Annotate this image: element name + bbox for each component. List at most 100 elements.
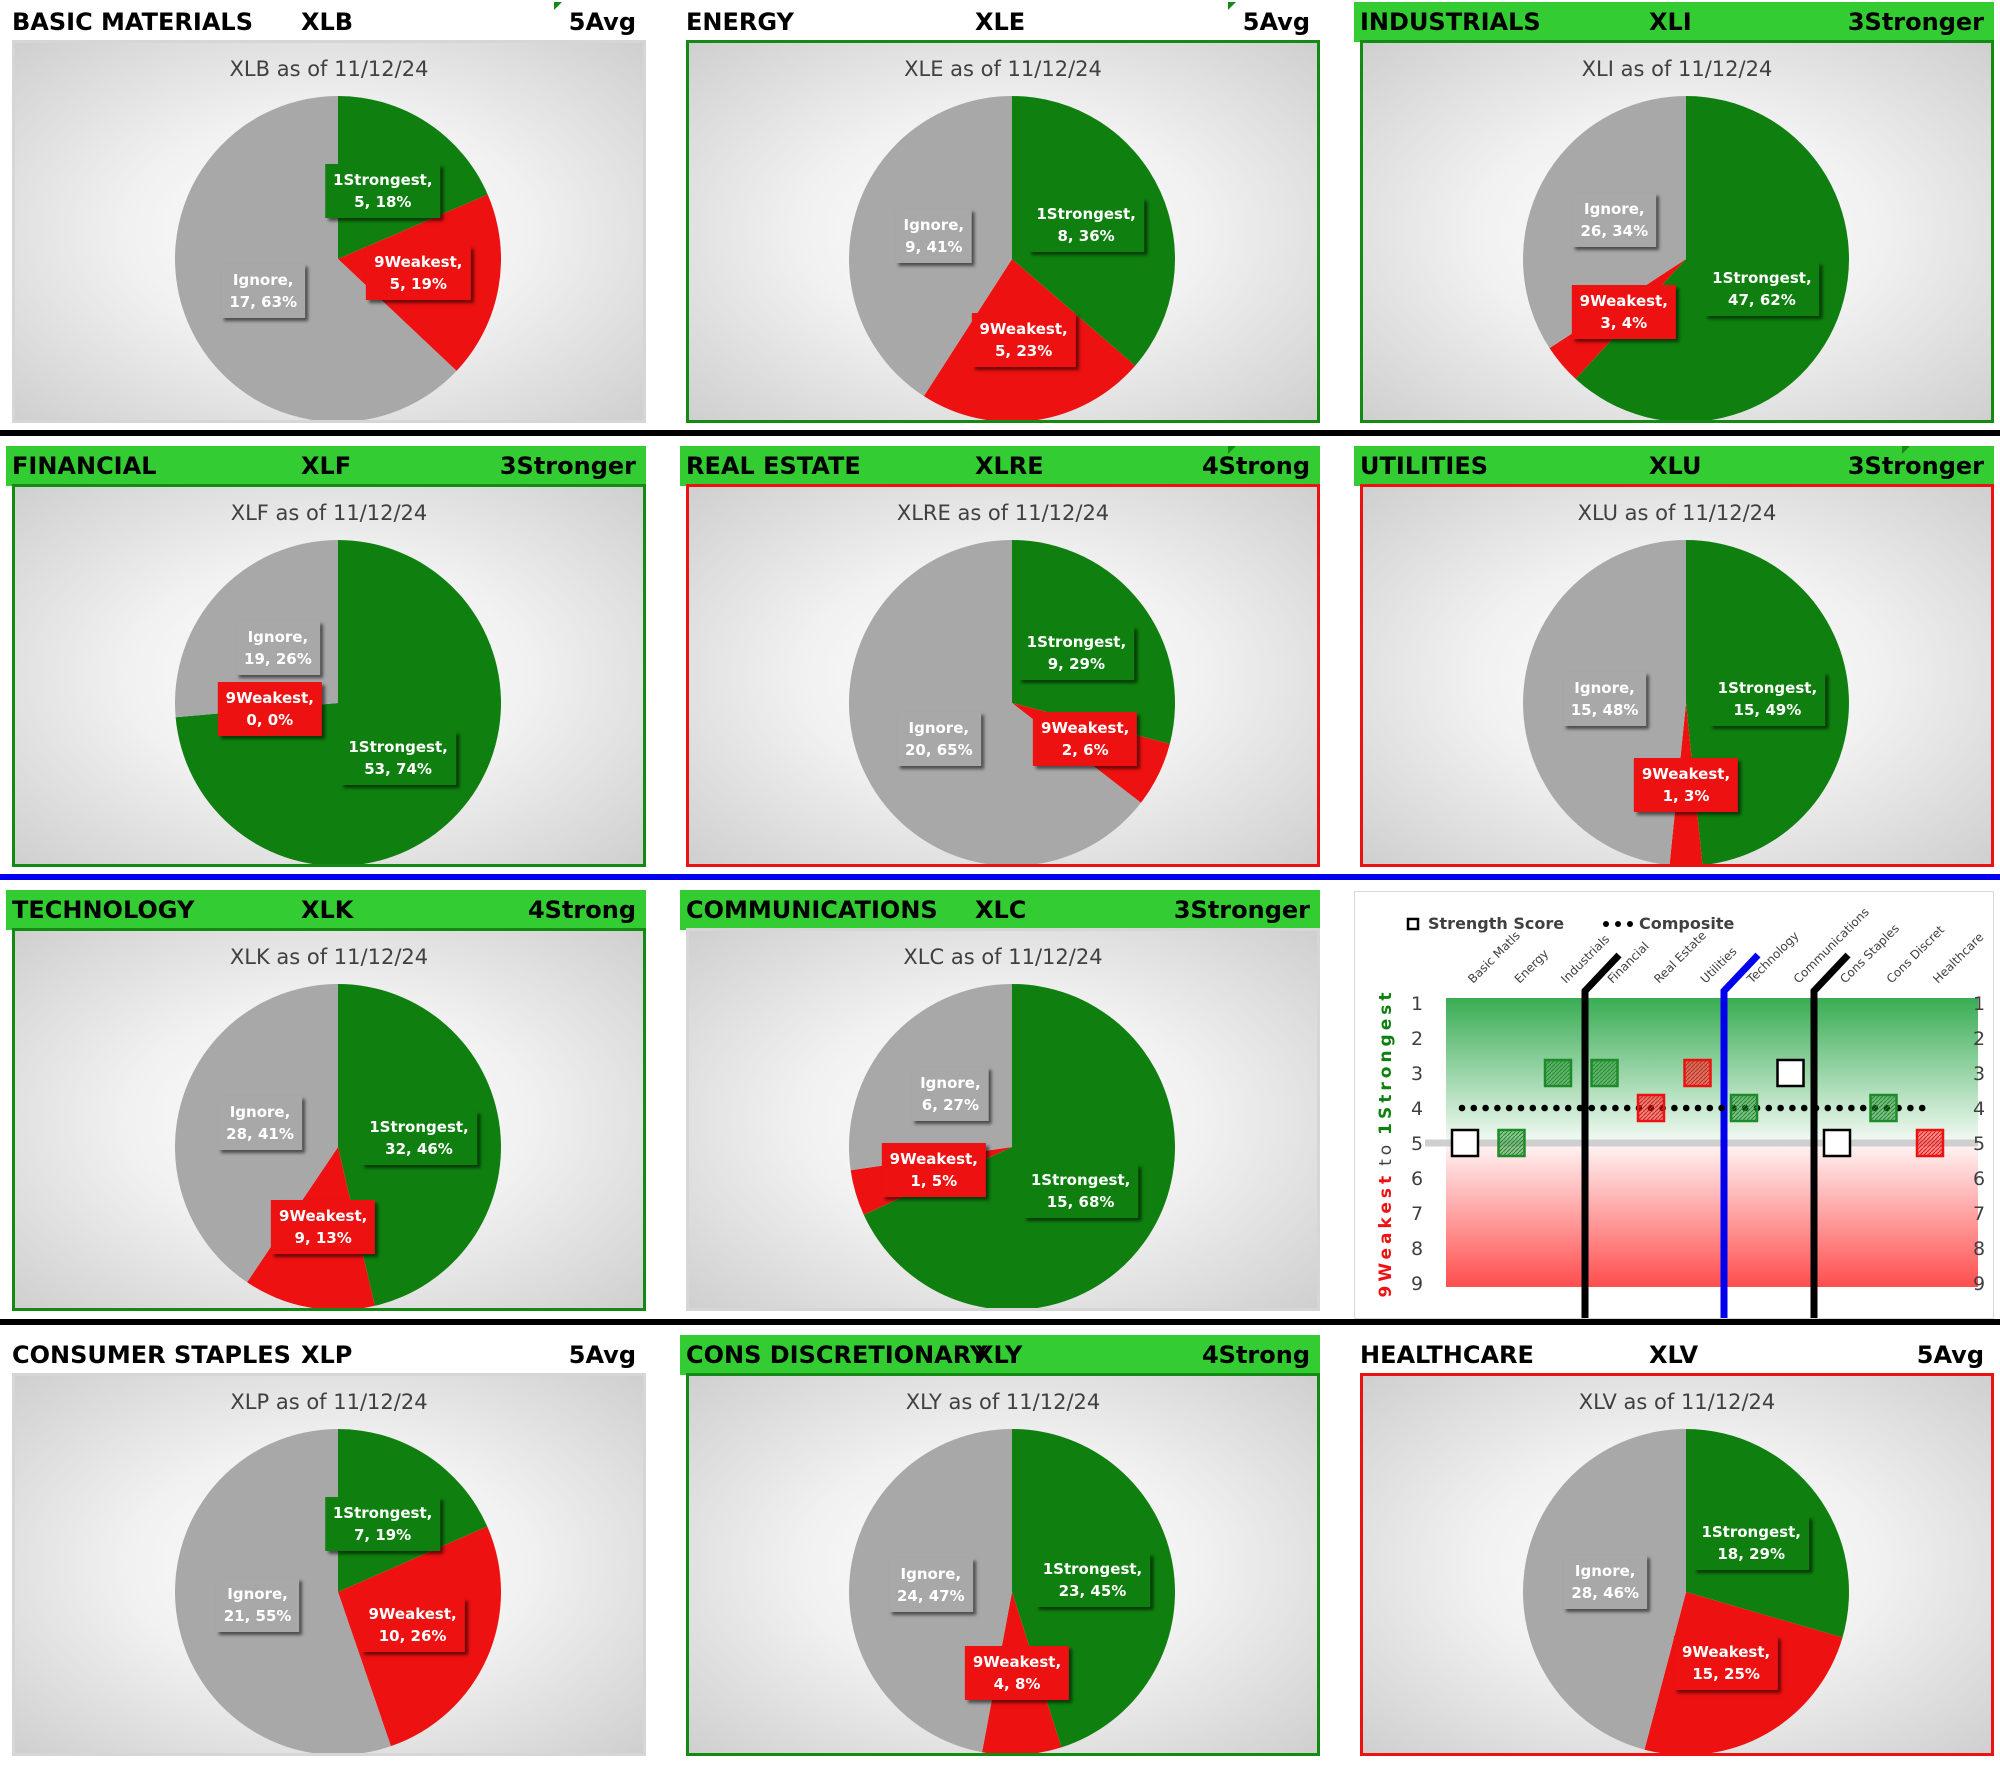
composite-point — [1588, 1104, 1596, 1112]
sector-header: ENERGY XLE 5Avg — [680, 2, 1320, 42]
sector-panel-xlu: UTILITIES XLU 3Stronger XLU as of 11/12/24 1… — [1354, 446, 1994, 889]
pie-svg — [849, 984, 1175, 1308]
data-label-strongest: 1Strongest, 53, 74% — [340, 731, 456, 786]
data-label-strongest: 1Strongest, 15, 68% — [1022, 1164, 1139, 1219]
legend-strength-score: Strength Score — [1428, 914, 1564, 933]
sector-rating: 4Strong — [1201, 452, 1310, 480]
row-separator-3 — [0, 1319, 2000, 1325]
data-label-value: 5, 19% — [389, 275, 447, 294]
comment-indicator-icon — [554, 2, 562, 10]
sector-header: CONSUMER STAPLES XLP 5Avg — [6, 1335, 646, 1375]
y-axis-title: 9Weakest to 1Strongest — [1376, 989, 1396, 1298]
data-label-value: 2, 6% — [1061, 740, 1109, 759]
sector-panel-xly: CONS DISCRETIONARY XLY 4Strong XLY as of 11… — [680, 1335, 1320, 1778]
pie-chart-area: XLU as of 11/12/24 1Strongest, 15, 49% 9Wea… — [1360, 484, 1994, 867]
data-label-category: Ignore, — [903, 216, 965, 234]
y-tick-label-left: 3 — [1411, 1063, 1423, 1085]
composite-point — [1789, 1104, 1796, 1112]
sector-header: REAL ESTATE XLRE 4Strong — [680, 446, 1320, 486]
y-tick-label-right: 3 — [1973, 1063, 1985, 1085]
y-tick-label-left: 7 — [1411, 1203, 1423, 1225]
data-label-category: 9Weakest, — [225, 689, 314, 707]
y-tick-label-right: 6 — [1973, 1168, 1985, 1190]
composite-point — [1612, 1104, 1619, 1112]
data-label-strongest: 1Strongest, 47, 62% — [1704, 261, 1820, 316]
sector-ticker: XLE — [975, 8, 1026, 36]
data-label-category: 1Strongest, — [1042, 1559, 1143, 1578]
data-label-value: 9, 13% — [294, 1229, 352, 1248]
strength-score-marker — [1450, 1128, 1480, 1158]
data-label-category: 1Strongest, — [1701, 1523, 1801, 1542]
sector-header: INDUSTRIALS XLI 3Stronger — [1354, 2, 1994, 42]
data-label-category: Ignore, — [900, 1564, 962, 1583]
data-label-value: 4, 8% — [993, 1675, 1041, 1694]
data-label-value: 1, 3% — [1662, 786, 1710, 805]
row-separator-1 — [0, 430, 2000, 436]
sector-name: BASIC MATERIALS — [12, 8, 253, 36]
sector-name: REAL ESTATE — [686, 452, 861, 480]
pie-title: XLK as of 11/12/24 — [229, 945, 429, 969]
data-label-category: 9Weakest, — [889, 1150, 978, 1168]
pie-title: XLB as of 11/12/24 — [229, 57, 429, 81]
data-label-weakest: 9Weakest, 15, 25% — [1673, 1635, 1779, 1690]
sector-name: CONSUMER STAPLES — [12, 1341, 291, 1369]
data-label-value: 15, 49% — [1733, 700, 1802, 719]
data-label-value: 19, 26% — [244, 649, 312, 668]
data-label-strongest: 1Strongest, 8, 36% — [1028, 198, 1144, 253]
pie-slice-strongest — [1575, 96, 1849, 420]
data-label-strongest: 1Strongest, 32, 46% — [361, 1110, 477, 1165]
data-label-category: 1Strongest, — [332, 1503, 433, 1522]
data-label-strongest: 1Strongest, 23, 45% — [1034, 1552, 1151, 1607]
legend-composite: Composite — [1639, 914, 1735, 933]
sector-name: COMMUNICATIONS — [686, 896, 938, 924]
sector-name: TECHNOLOGY — [12, 896, 195, 924]
pie-title: XLY as of 11/12/24 — [905, 1390, 1101, 1414]
composite-point — [1576, 1104, 1584, 1112]
pie-chart-area: XLB as of 11/12/24 1Strongest, 5, 18% 9Weak… — [12, 40, 646, 423]
data-label-value: 26, 34% — [1580, 222, 1649, 241]
sector-header: BASIC MATERIALS XLB 5Avg — [6, 2, 646, 42]
data-label-category: Ignore, — [920, 1073, 981, 1092]
data-label-category: 9Weakest, — [1041, 718, 1130, 737]
y-tick-label-left: 5 — [1411, 1133, 1423, 1155]
pie-chart-area: XLK as of 11/12/24 1Strongest, 32, 46% 9Wea… — [12, 928, 646, 1311]
data-label-weakest: 9Weakest, 2, 6% — [1033, 711, 1138, 766]
data-label-value: 1, 5% — [910, 1172, 958, 1190]
sector-rating: 3Stronger — [1847, 452, 1984, 480]
sector-name: ENERGY — [686, 8, 794, 36]
data-label-value: 47, 62% — [1728, 290, 1796, 309]
data-label-ignore: Ignore, 26, 34% — [1572, 193, 1657, 248]
composite-point — [1800, 1104, 1808, 1112]
composite-point — [1918, 1104, 1926, 1112]
strength-score-marker — [1590, 1058, 1619, 1088]
data-label-value: 23, 45% — [1058, 1581, 1127, 1600]
data-label-category: Ignore, — [1584, 200, 1645, 219]
data-label-weakest: 9Weakest, 4, 8% — [964, 1646, 1070, 1701]
composite-legend-icon — [1627, 921, 1633, 927]
composite-point — [1907, 1104, 1914, 1112]
strength-score-marker — [1915, 1128, 1945, 1158]
data-label-category: Ignore, — [1574, 1561, 1636, 1580]
data-label-value: 15, 68% — [1046, 1193, 1115, 1212]
y-tick-label-left: 8 — [1411, 1238, 1423, 1260]
pie-svg — [849, 540, 1176, 864]
data-label-value: 15, 48% — [1570, 700, 1639, 719]
data-label-ignore: Ignore, 20, 65% — [896, 711, 981, 766]
data-label-value: 15, 25% — [1692, 1664, 1760, 1683]
composite-point — [1718, 1104, 1725, 1112]
composite-point — [1517, 1104, 1525, 1112]
sector-rating: 4Strong — [1201, 1341, 1310, 1369]
strength-score-marker — [1869, 1093, 1898, 1123]
sector-ticker: XLV — [1649, 1341, 1699, 1369]
data-label-value: 9, 41% — [905, 238, 963, 256]
y-tick-label-right: 1 — [1973, 993, 1985, 1015]
pie-svg — [1522, 1429, 1849, 1753]
y-tick-label-right: 2 — [1973, 1028, 1985, 1050]
sector-name: INDUSTRIALS — [1360, 8, 1541, 36]
data-label-ignore: Ignore, 28, 46% — [1563, 1554, 1648, 1609]
pie-svg — [174, 540, 501, 864]
pie-title: XLC as of 11/12/24 — [903, 945, 1103, 969]
pie-chart-area: XLRE as of 11/12/24 1Strongest, 9, 29% 9Wea… — [686, 484, 1320, 867]
sector-rating: 5Avg — [568, 8, 636, 36]
sector-header: CONS DISCRETIONARY XLY 4Strong — [680, 1335, 1320, 1375]
